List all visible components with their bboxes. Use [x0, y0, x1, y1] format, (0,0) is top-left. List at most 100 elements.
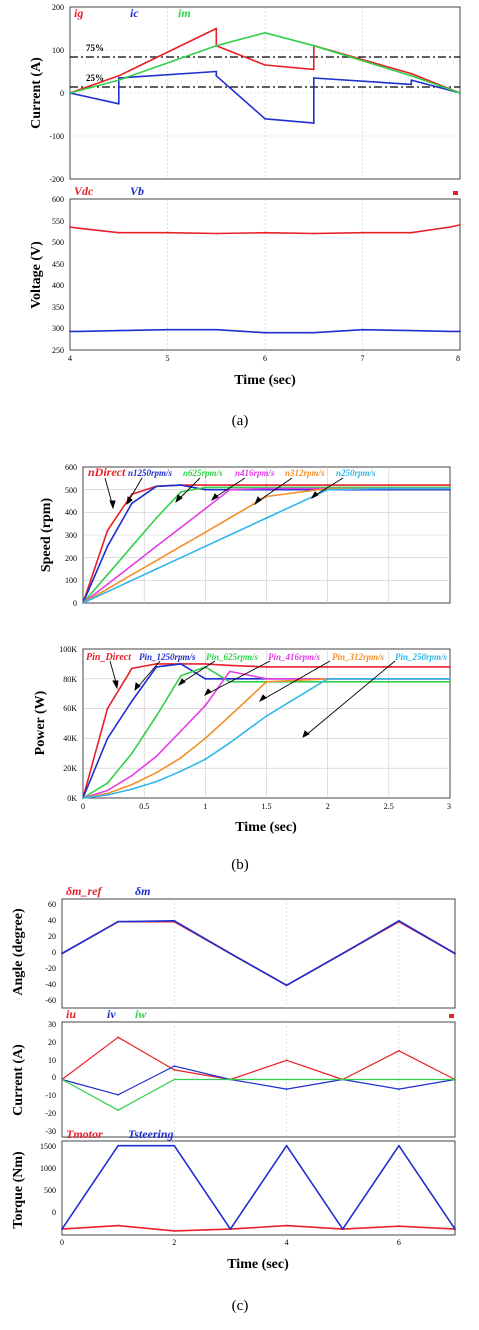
- data-point-c-top-blue: [454, 952, 456, 955]
- data-point-a-top-blue: [215, 74, 218, 77]
- ylabel-c-top: Angle (degree): [11, 908, 26, 996]
- data-point-a-bottom-blue: [410, 329, 413, 332]
- data-point-b-bottom-cyan: [326, 677, 329, 680]
- xlabel-c: Time (sec): [227, 1257, 289, 1272]
- ylabel-b-top: Speed (rpm): [39, 498, 54, 573]
- data-point-a-bottom-blue: [69, 330, 71, 333]
- data-point-b-bottom-cyan: [155, 780, 158, 783]
- xtick-b: 3: [447, 802, 451, 811]
- data-point-b-bottom-red: [106, 707, 109, 710]
- data-point-b-bottom-orange: [204, 737, 207, 740]
- data-point-c-middle-green: [173, 1078, 176, 1081]
- legend-iu: iu: [66, 1007, 76, 1021]
- plot-a-bottom: [69, 224, 461, 334]
- data-point-b-top-red: [265, 484, 268, 486]
- data-point-a-top-blue: [264, 117, 266, 120]
- data-point-b-top-green: [155, 517, 158, 519]
- data-point-a-bottom-blue: [166, 328, 169, 331]
- data-point-c-bottom-red: [173, 1230, 176, 1232]
- ytick-b-top: 300: [65, 531, 77, 540]
- data-point-b-bottom-red: [204, 663, 207, 665]
- ytick-c-middle: -30: [45, 1127, 56, 1136]
- data-point-b-top-orange: [204, 531, 207, 534]
- legend-b-bottom: Pin_Direct Pin_1250rpm/s Pin_625rpm/s Pi…: [86, 652, 448, 663]
- data-point-a-bottom-red: [166, 231, 169, 234]
- data-point-b-bottom-green: [449, 680, 451, 683]
- data-point-c-bottom-blue: [454, 1228, 456, 1230]
- ytick-a-bottom: 300: [52, 324, 64, 333]
- data-point-b-bottom-cyan: [387, 677, 390, 680]
- data-point-a-bottom-blue: [215, 328, 218, 331]
- legend-delta: δm: [135, 884, 150, 898]
- legend-p-416: Pin_416rpm/s: [268, 652, 321, 662]
- data-point-b-bottom-red: [228, 664, 231, 667]
- data-point-b-bottom-green: [387, 680, 390, 683]
- data-point-b-top-red: [326, 484, 329, 486]
- caption-a: (a): [232, 413, 249, 429]
- data-point-b-top-blue: [131, 502, 133, 505]
- figure-b: 600 500 400 300 200 100 0 Speed (rpm) nD…: [33, 463, 451, 873]
- data-point-c-middle-red: [285, 1059, 288, 1062]
- data-point-a-top-blue: [410, 79, 413, 81]
- data-point-b-bottom-cyan: [228, 742, 231, 744]
- marker-square: [449, 1014, 454, 1018]
- data-point-a-top-blue: [312, 122, 315, 124]
- data-point-b-bottom-magenta: [204, 704, 207, 707]
- data-point-b-top-magenta: [180, 526, 182, 529]
- data-point-b-bottom-green: [131, 752, 133, 755]
- ytick-a-bottom: 600: [52, 195, 64, 204]
- ytick-a-bottom: 450: [52, 260, 64, 269]
- ytick-b-top: 0: [73, 599, 77, 608]
- ytick-a-bottom: 500: [52, 238, 64, 247]
- data-point-c-top-blue: [229, 952, 232, 955]
- data-point-a-bottom-red: [264, 231, 266, 234]
- plot-a-top: [69, 27, 461, 124]
- data-point-b-bottom-green: [106, 782, 109, 784]
- data-point-c-middle-green: [229, 1078, 232, 1081]
- legend-n-250: n250rpm/s: [336, 468, 376, 478]
- data-point-b-top-orange: [228, 517, 231, 519]
- data-point-a-bottom-blue: [78, 330, 81, 333]
- data-point-b-top-magenta: [228, 488, 231, 491]
- ytick-b-top: 100: [65, 576, 77, 585]
- ytick-b-top: 600: [65, 463, 77, 472]
- data-point-b-bottom-blue: [204, 677, 207, 680]
- data-point-b-top-cyan: [449, 487, 451, 490]
- data-point-b-top-red: [106, 529, 109, 532]
- panel-a-bottom-yticks: 600 550 500 450 400 350 300 250: [52, 195, 64, 355]
- ytick-b-bottom: 80K: [63, 675, 77, 684]
- plot-b-bottom: [82, 663, 451, 799]
- data-point-b-bottom-cyan: [131, 788, 133, 790]
- series-line-c-bottom-blue: [61, 1144, 456, 1230]
- data-point-b-top-magenta: [106, 583, 109, 586]
- data-point-a-top-red: [312, 68, 315, 71]
- data-point-b-top-orange: [106, 588, 109, 590]
- data-point-c-middle-blue: [398, 1088, 400, 1090]
- data-point-b-top-blue: [106, 545, 109, 548]
- data-point-b-bottom-red: [326, 666, 329, 668]
- data-point-b-top-blue: [180, 484, 182, 486]
- ylabel-c-middle: Current (A): [11, 1044, 26, 1116]
- legend-tmotor: Tmotor: [66, 1127, 103, 1141]
- data-point-c-middle-blue: [285, 1088, 288, 1090]
- data-point-c-middle-blue: [117, 1093, 119, 1096]
- data-point-b-bottom-blue: [180, 663, 182, 665]
- data-point-c-middle-green: [61, 1078, 63, 1081]
- data-point-a-bottom-blue: [117, 329, 120, 332]
- data-point-b-bottom-green: [180, 674, 182, 677]
- data-point-b-top-red: [449, 484, 451, 486]
- data-point-b-bottom-cyan: [180, 770, 182, 773]
- ytick-c-middle: 0: [52, 1073, 56, 1082]
- ytick-a-bottom: 250: [52, 346, 64, 355]
- data-point-c-middle-blue: [173, 1065, 176, 1067]
- data-point-b-top-magenta: [155, 545, 158, 548]
- data-point-a-bottom-red: [449, 226, 452, 228]
- ytick-b-top: 500: [65, 486, 77, 495]
- ytick-c-bottom: 1000: [40, 1164, 56, 1173]
- ytick-b-top: 200: [65, 554, 77, 563]
- series-line-c-middle-blue: [61, 1065, 456, 1096]
- ytick-c-bottom: 1500: [40, 1142, 56, 1151]
- annotation-75: 75%: [86, 43, 104, 53]
- data-point-a-top-green: [117, 79, 120, 81]
- xlabel-b: Time (sec): [235, 820, 297, 835]
